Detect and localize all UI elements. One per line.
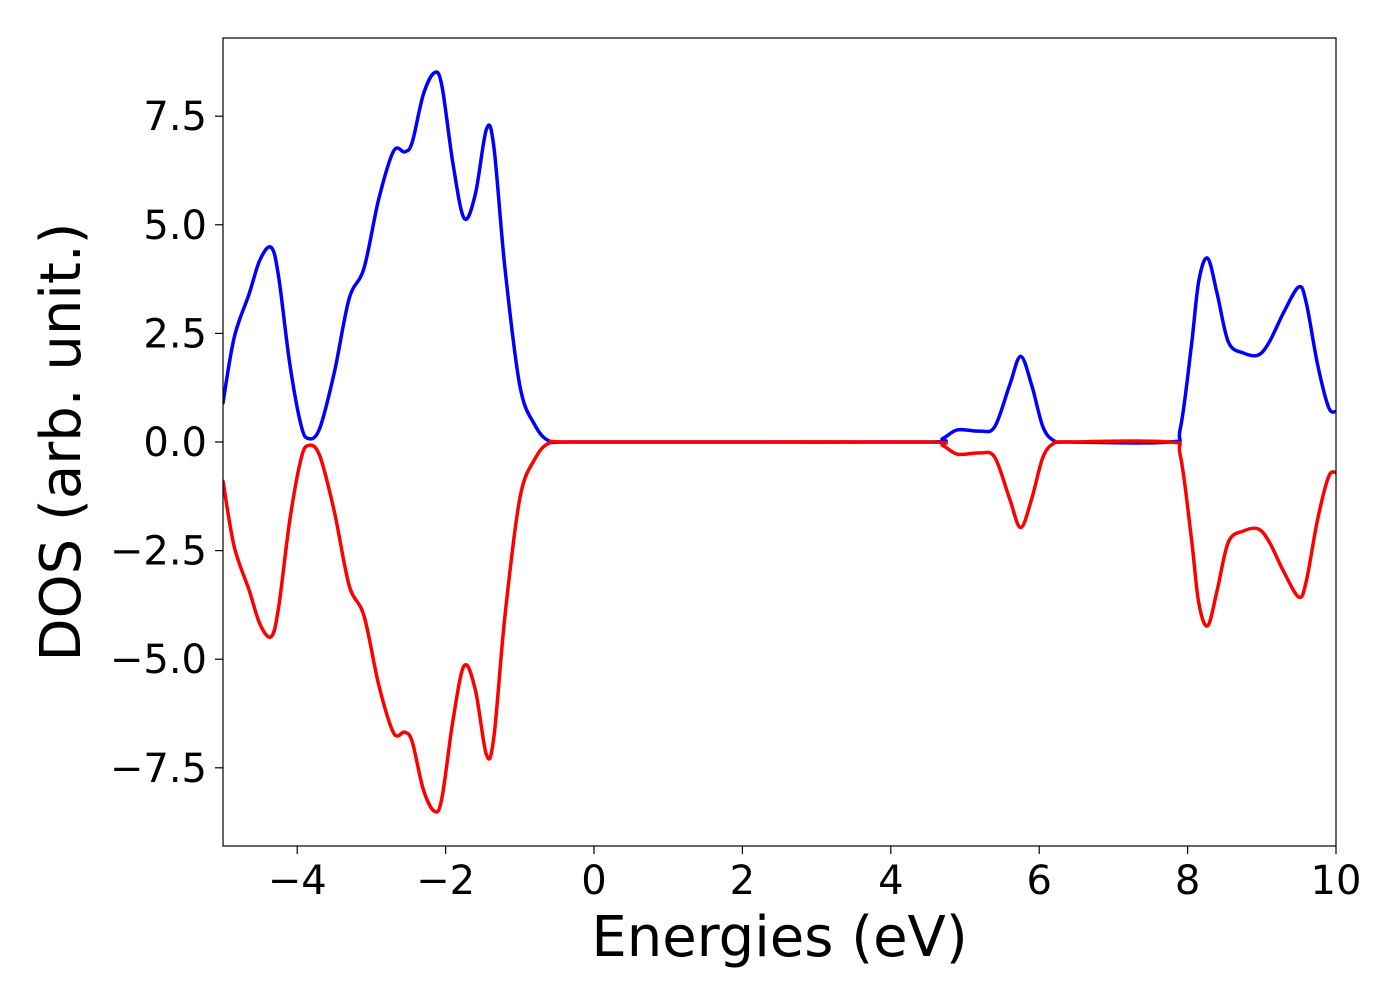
series-layer: [223, 70, 1336, 814]
x-tick-label: −4: [268, 858, 327, 904]
y-tick-label: −7.5: [110, 746, 207, 792]
x-tick-label: 6: [1026, 858, 1051, 904]
x-tick-label: −2: [416, 858, 475, 904]
dos-series-red-line: [223, 439, 1336, 814]
x-tick-label: 8: [1175, 858, 1200, 904]
x-axis-title: Energies (eV): [591, 905, 967, 970]
y-tick-label: 7.5: [143, 94, 207, 140]
x-tick-label: 10: [1311, 858, 1362, 904]
dos-series-blue-line: [223, 70, 1336, 445]
y-axis: 7.5 5.0 2.5 0.0 −2.5 −5.0 −7.5: [110, 94, 223, 792]
y-tick-label: −5.0: [110, 637, 207, 683]
y-tick-label: 5.0: [143, 203, 207, 249]
y-axis-title: DOS (arb. unit.): [29, 222, 94, 661]
y-tick-label: −2.5: [110, 529, 207, 575]
y-tick-label: 2.5: [143, 311, 207, 357]
x-axis: −4 −2 0 2 4 6 8 10: [268, 846, 1362, 904]
x-tick-label: 4: [878, 858, 903, 904]
x-tick-label: 0: [581, 858, 606, 904]
y-tick-label: 0.0: [143, 420, 207, 466]
x-tick-label: 2: [730, 858, 755, 904]
